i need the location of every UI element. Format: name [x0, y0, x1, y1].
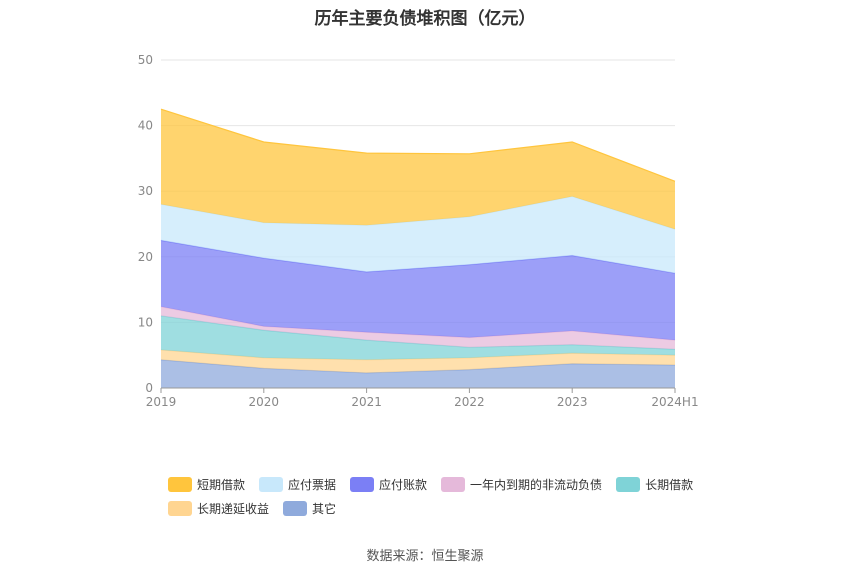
x-tick-label: 2019 [146, 395, 177, 409]
legend-swatch [441, 476, 466, 492]
axes: 0 10 20 30 40 50 2019 2020 2021 2022 2023 2024H1 [138, 53, 699, 409]
area-series [160, 108, 676, 388]
legend-swatch [616, 476, 641, 492]
legend-label: 应付票据 [288, 477, 337, 492]
legend-swatch [168, 500, 192, 516]
chart-title: 历年主要负债堆积图（亿元） [314, 9, 536, 29]
area-应付账款 [161, 240, 675, 341]
legend: 短期借款 应付票据 应付账款 一年内到期的非流动负债 长期借款 长期递延收益 其… [168, 472, 728, 520]
y-tick-label: 10 [138, 315, 153, 329]
y-tick-label: 40 [138, 119, 153, 133]
legend-item-current-portion-noncurrent[interactable]: 一年内到期的非流动负债 [441, 476, 602, 493]
legend-swatch [350, 476, 375, 492]
source-note: 数据来源：恒生聚源 [366, 549, 484, 564]
area-一年内到期的非流动负债 [161, 306, 675, 350]
area-edge-短期借款 [160, 108, 676, 182]
legend-item-deferred-income[interactable]: 长期递延收益 [168, 500, 269, 517]
area-长期借款 [161, 315, 675, 360]
legend-row-2: 长期递延收益 其它 [168, 496, 728, 520]
legend-item-notes-payable[interactable]: 应付票据 [259, 476, 336, 493]
legend-item-accounts-payable[interactable]: 应付账款 [350, 476, 427, 493]
x-tick-label: 2023 [557, 395, 588, 409]
y-tick-label: 30 [138, 184, 153, 198]
legend-item-other[interactable]: 其它 [283, 500, 336, 517]
area-短期借款 [161, 109, 675, 230]
area-其它 [161, 359, 675, 388]
legend-swatch [283, 500, 308, 516]
y-tick-label: 20 [138, 250, 153, 264]
x-tick-label: 2022 [454, 395, 485, 409]
legend-swatch [259, 476, 284, 492]
legend-item-long-term-loans[interactable]: 长期借款 [616, 476, 693, 493]
y-tick-label: 0 [145, 381, 153, 395]
area-长期递延收益 [161, 349, 675, 373]
legend-label: 短期借款 [197, 477, 246, 492]
legend-swatch [168, 476, 192, 492]
x-tick-label: 2021 [351, 395, 382, 409]
legend-row-1: 短期借款 应付票据 应付账款 一年内到期的非流动负债 长期借款 [168, 472, 728, 496]
legend-item-short-term-loans[interactable]: 短期借款 [168, 476, 245, 493]
legend-label: 应付账款 [379, 477, 428, 492]
legend-label: 其它 [312, 501, 337, 516]
y-tick-label: 50 [138, 53, 153, 67]
x-tick-label: 2024H1 [651, 395, 698, 409]
legend-label: 一年内到期的非流动负债 [470, 477, 603, 492]
legend-label: 长期递延收益 [197, 501, 270, 516]
area-应付票据 [161, 196, 675, 274]
legend-label: 长期借款 [645, 477, 694, 492]
x-tick-label: 2020 [249, 395, 280, 409]
